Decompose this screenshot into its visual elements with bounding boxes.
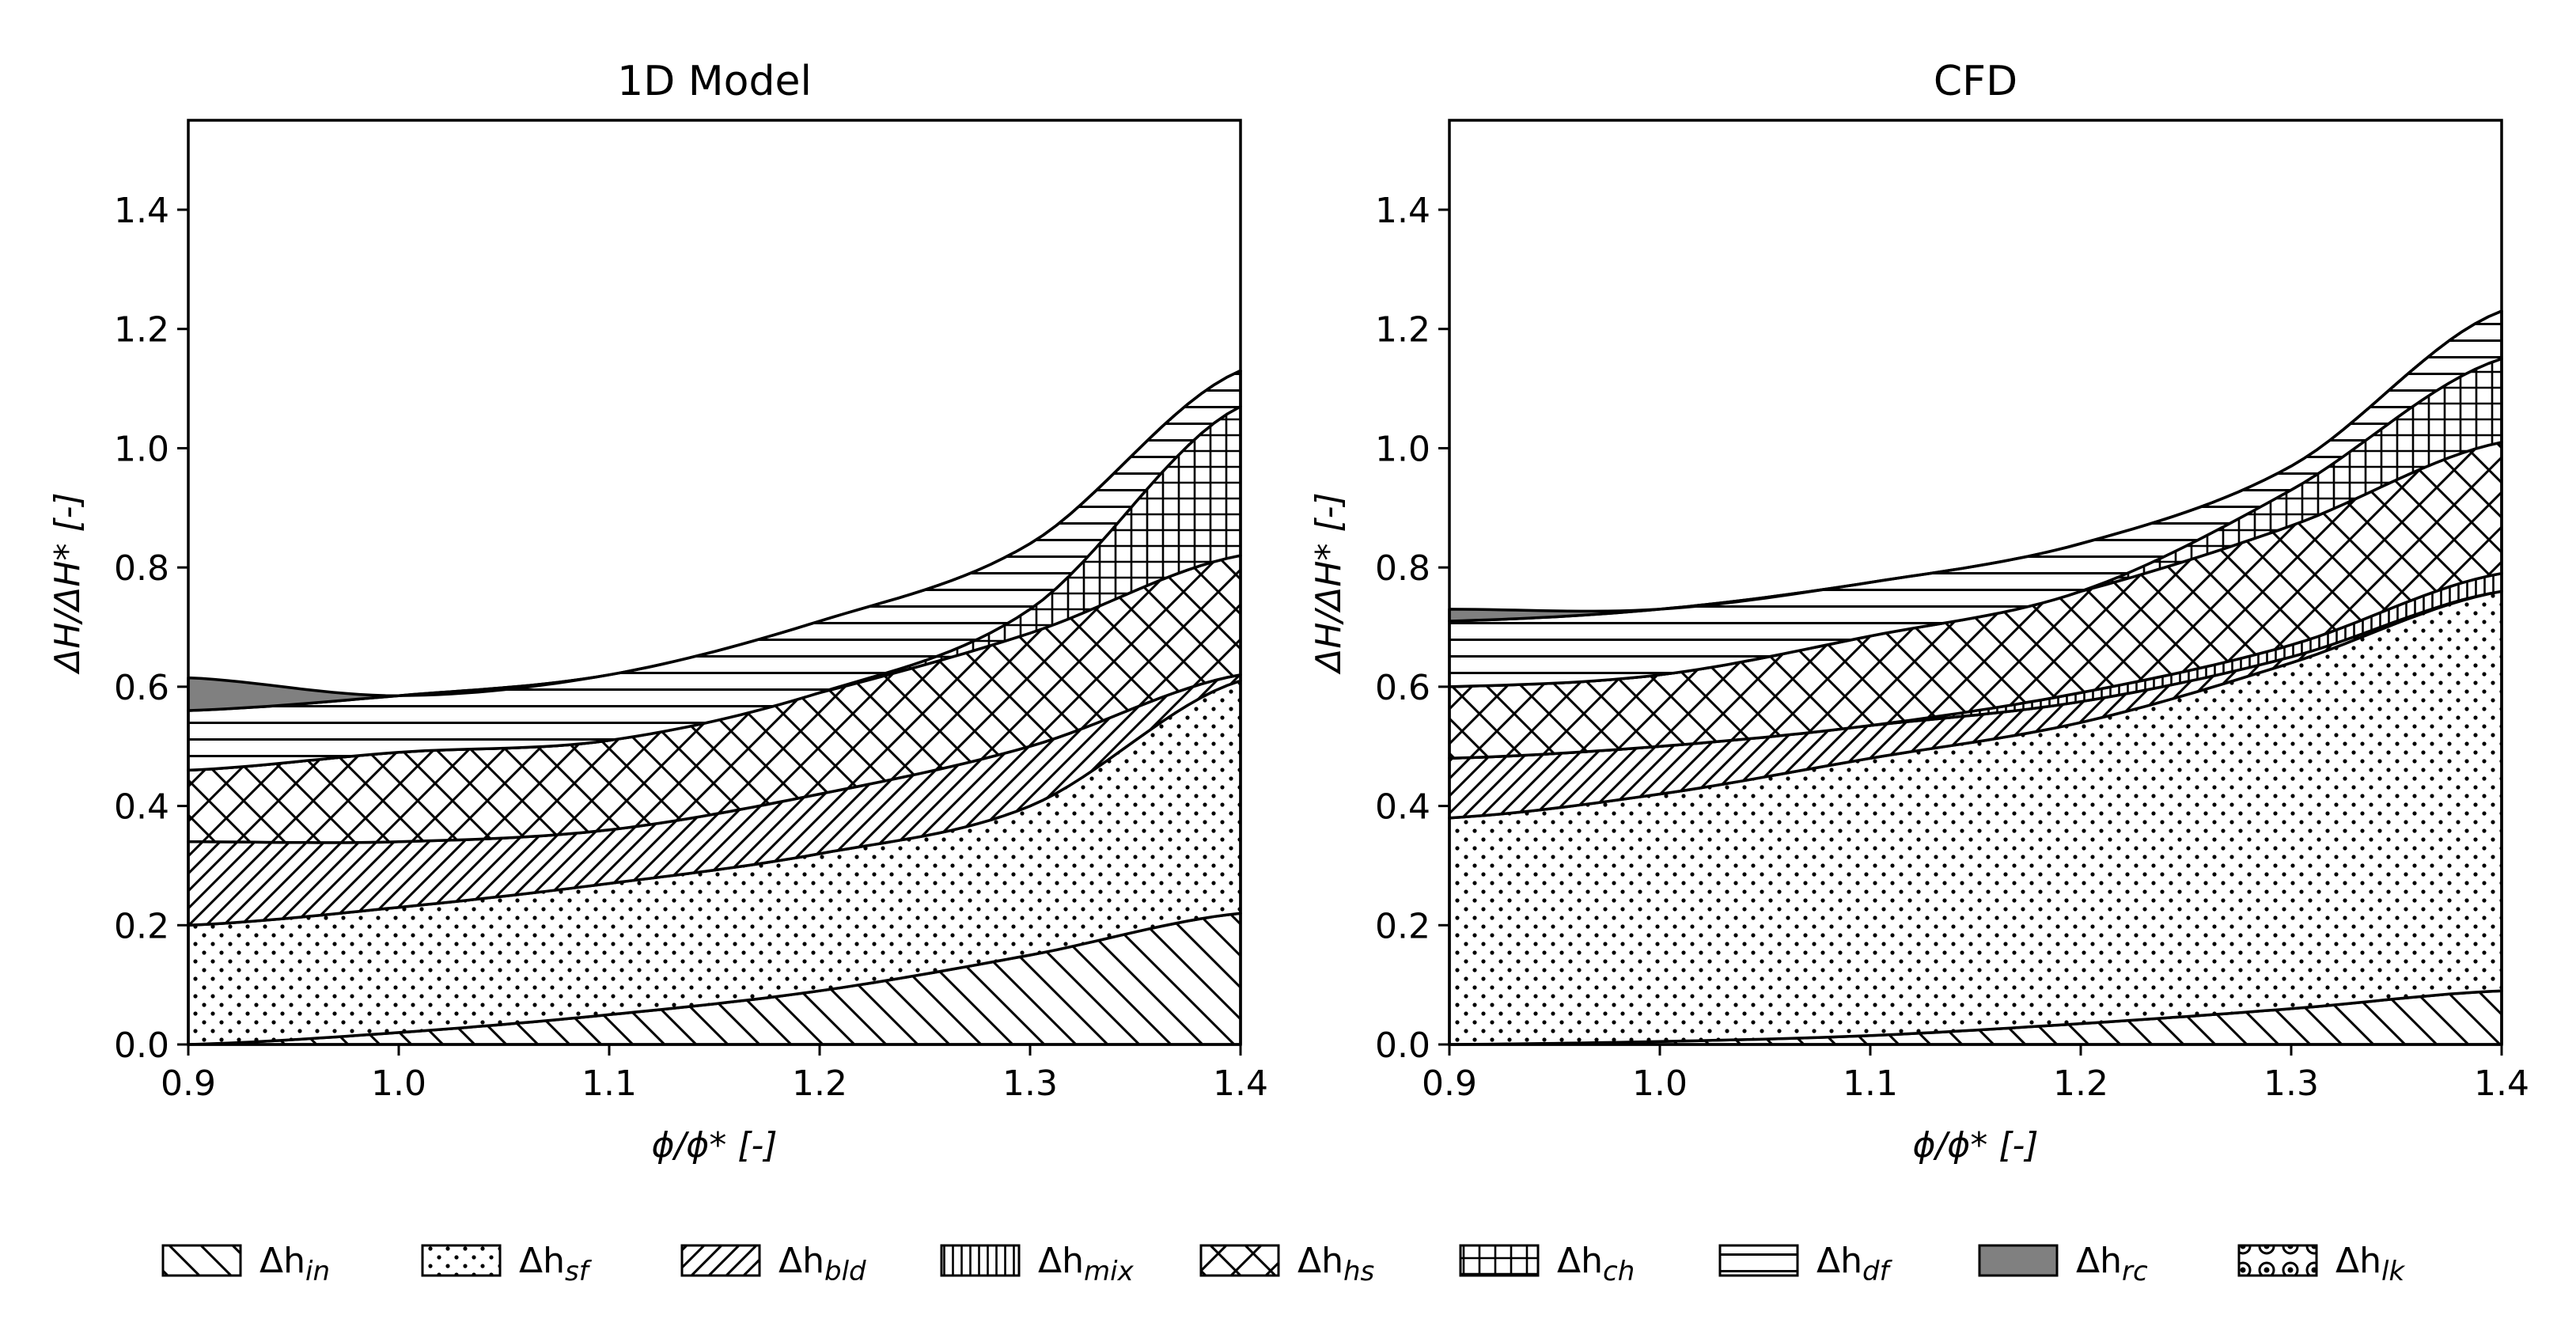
axis-ticks: 0.9 1.0 1.1 1.2 1.3 1.4 0.0 0.2 0.4 0.6 0.8 1.0 1.2 1… — [1375, 191, 2529, 1104]
y-tick-label: 1.2 — [114, 310, 169, 351]
legend-item-in: Δhin — [161, 1241, 330, 1287]
x-axis-label: ϕ/ϕ* [-] — [1912, 1125, 2038, 1166]
stacked-areas — [187, 369, 1242, 1046]
y-tick-label: 0.8 — [1375, 548, 1430, 589]
x-tick-label: 1.1 — [581, 1063, 637, 1104]
y-tick-label: 0.4 — [114, 787, 169, 828]
x-tick-label: 1.3 — [1002, 1063, 1058, 1104]
y-tick-label: 0.4 — [1375, 787, 1430, 828]
legend-label: Δhmix — [1038, 1241, 1135, 1287]
x-tick-label: 1.3 — [2263, 1063, 2319, 1104]
legend-swatch — [1199, 1244, 1280, 1277]
plot-frame — [1448, 119, 2503, 1046]
legend-swatch — [1718, 1244, 1799, 1277]
x-tick-label: 1.2 — [2053, 1063, 2108, 1104]
y-tick-label: 0.0 — [114, 1025, 169, 1066]
legend-label: Δhlk — [2335, 1241, 2405, 1287]
legend-label: Δhhs — [1297, 1241, 1374, 1287]
legend-item-df: Δhdf — [1718, 1241, 1893, 1287]
x-tick-label: 1.4 — [1213, 1063, 1268, 1104]
plot-frame — [187, 119, 1242, 1046]
x-tick-label: 0.9 — [161, 1063, 216, 1104]
x-tick-label: 1.0 — [371, 1063, 426, 1104]
y-tick-label: 0.2 — [114, 906, 169, 946]
chart-title: CFD — [1934, 58, 2017, 105]
y-tick-label: 1.4 — [1375, 191, 1430, 231]
y-tick-label: 0.2 — [1375, 906, 1430, 946]
legend: Δhin Δhsf Δhbld Δhmix Δhhs Δhch Δhdf Δhrc Δhlk — [161, 1241, 2405, 1287]
y-tick-label: 1.0 — [1375, 429, 1430, 469]
legend-label: Δhdf — [1816, 1241, 1893, 1287]
y-axis-label: ΔH/ΔH* [-] — [1309, 492, 1349, 674]
legend-item-mix: Δhmix — [940, 1241, 1135, 1287]
y-tick-label: 1.0 — [114, 429, 169, 469]
area-rc — [187, 369, 1242, 712]
y-tick-label: 0.6 — [1375, 668, 1430, 708]
panel-1d-model: 1D Model 0.9 1.0 1.1 1.2 1.3 1.40.00.20.40.60… — [47, 58, 1268, 1166]
y-tick-label: 1.4 — [114, 191, 169, 231]
chart-title: 1D Model — [617, 58, 812, 105]
x-tick-label: 0.9 — [1422, 1063, 1477, 1104]
legend-label: Δhsf — [519, 1241, 593, 1287]
panel-cfd: CFD 0.9 1.0 1.1 1.2 1.3 1.4 0.0 0.2 0.4 0.6 0.8 1.0… — [1309, 58, 2529, 1166]
legend-swatch — [2237, 1244, 2318, 1277]
legend-swatch — [1459, 1244, 1540, 1277]
y-axis-label: ΔH/ΔH* [-] — [47, 492, 88, 674]
legend-swatch — [1978, 1244, 2059, 1277]
legend-item-ch: Δhch — [1459, 1241, 1635, 1287]
y-tick-label: 0.0 — [1375, 1025, 1430, 1066]
x-tick-label: 1.4 — [2474, 1063, 2529, 1104]
legend-item-sf: Δhsf — [421, 1241, 593, 1287]
x-tick-label: 1.2 — [792, 1063, 847, 1104]
axis-ticks: 0.9 1.0 1.1 1.2 1.3 1.4 0.0 0.2 0.4 0.6 0.8 1.0 1.2 1… — [114, 191, 1268, 1104]
legend-label: Δhrc — [2076, 1241, 2148, 1287]
y-tick-label: 0.8 — [114, 548, 169, 589]
stacked-areas — [1448, 309, 2503, 1046]
legend-swatch — [421, 1244, 502, 1277]
legend-item-rc: Δhrc — [1978, 1241, 2148, 1287]
legend-label: Δhbld — [778, 1241, 866, 1287]
legend-label: Δhin — [259, 1241, 330, 1287]
legend-label: Δhch — [1557, 1241, 1635, 1287]
y-tick-label: 1.2 — [1375, 310, 1430, 351]
x-tick-label: 1.0 — [1632, 1063, 1688, 1104]
legend-item-bld: Δhbld — [680, 1241, 866, 1287]
x-axis-label: ϕ/ϕ* [-] — [651, 1125, 777, 1166]
legend-swatch — [940, 1244, 1021, 1277]
legend-item-hs: Δhhs — [1199, 1241, 1374, 1287]
area-rc — [1448, 309, 2503, 623]
y-tick-label: 0.6 — [114, 668, 169, 708]
x-tick-label: 1.1 — [1843, 1063, 1898, 1104]
legend-swatch — [161, 1244, 242, 1277]
legend-item-lk: Δhlk — [2237, 1241, 2405, 1287]
legend-swatch — [680, 1244, 761, 1277]
